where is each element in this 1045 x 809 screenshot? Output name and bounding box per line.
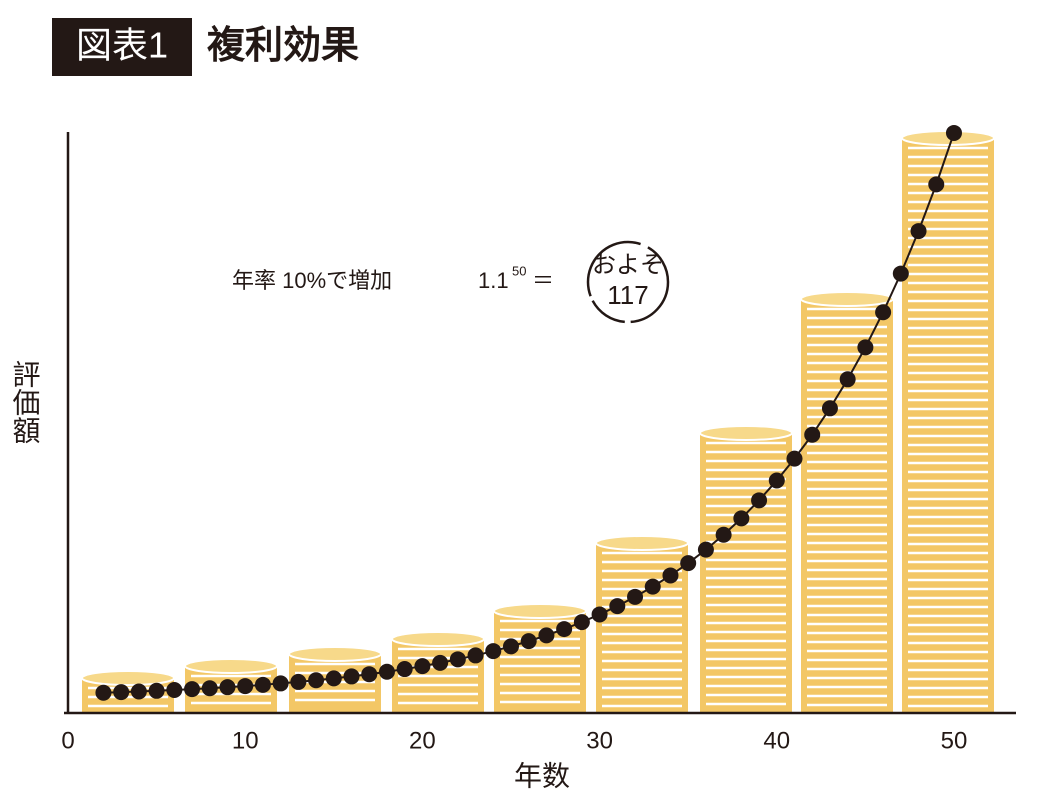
annotation-circle bbox=[586, 240, 670, 324]
coin-top bbox=[391, 631, 485, 647]
data-point bbox=[272, 675, 289, 692]
data-point bbox=[308, 672, 325, 689]
coin-top bbox=[184, 658, 278, 674]
coin-top bbox=[493, 603, 587, 619]
data-point bbox=[254, 676, 271, 693]
data-point bbox=[219, 679, 236, 696]
data-point bbox=[945, 124, 962, 141]
coin-top bbox=[81, 670, 175, 686]
data-point bbox=[432, 654, 449, 671]
coin-stacks bbox=[81, 130, 995, 713]
data-point bbox=[467, 647, 484, 664]
annotation-equals: ＝ bbox=[532, 268, 554, 293]
data-point bbox=[556, 621, 573, 638]
data-point bbox=[485, 643, 502, 660]
data-point bbox=[502, 638, 519, 655]
data-point bbox=[148, 682, 165, 699]
data-point bbox=[396, 661, 413, 678]
data-point bbox=[414, 658, 431, 675]
data-point bbox=[733, 510, 750, 527]
data-point bbox=[910, 223, 927, 240]
title-badge-box bbox=[52, 18, 192, 76]
data-point bbox=[768, 472, 785, 489]
data-point bbox=[928, 176, 945, 193]
coin-top bbox=[699, 425, 793, 441]
data-point bbox=[166, 682, 183, 699]
annotation-result: 117 bbox=[607, 280, 648, 310]
x-tick-label: 40 bbox=[763, 727, 790, 754]
data-point bbox=[130, 683, 147, 700]
data-point bbox=[449, 651, 466, 668]
data-point bbox=[237, 678, 254, 695]
data-point bbox=[343, 668, 360, 685]
chart-title: 複利効果 bbox=[207, 25, 359, 67]
coin-top bbox=[800, 291, 894, 307]
coin-top bbox=[288, 646, 382, 662]
data-point bbox=[857, 339, 874, 356]
x-tick-label: 20 bbox=[409, 727, 436, 754]
data-point bbox=[609, 598, 626, 615]
data-point bbox=[201, 680, 218, 697]
x-tick-label: 50 bbox=[941, 727, 968, 754]
data-point bbox=[680, 555, 697, 572]
data-point bbox=[95, 684, 112, 701]
data-point bbox=[751, 492, 768, 509]
data-point bbox=[361, 666, 378, 683]
data-point bbox=[892, 265, 909, 282]
annotation-base: 1.1 bbox=[478, 268, 509, 293]
y-axis-label: 評価額 bbox=[10, 360, 41, 444]
data-point bbox=[821, 400, 838, 417]
data-point bbox=[786, 450, 803, 467]
data-point bbox=[290, 673, 307, 690]
data-point bbox=[839, 371, 856, 388]
x-axis-label: 年数 bbox=[514, 760, 570, 791]
data-point bbox=[697, 541, 714, 558]
data-point bbox=[804, 426, 821, 443]
data-point bbox=[378, 663, 395, 680]
annotation-approx: およそ bbox=[592, 251, 664, 278]
data-point bbox=[591, 606, 608, 623]
data-point bbox=[113, 684, 130, 701]
data-point bbox=[325, 670, 342, 687]
title-badge: 図表1 bbox=[76, 25, 168, 66]
x-tick-label: 30 bbox=[586, 727, 613, 754]
data-point bbox=[184, 681, 201, 698]
data-point bbox=[644, 578, 661, 595]
data-point bbox=[538, 627, 555, 644]
annotation-text: 年率 10%で増加 bbox=[232, 268, 392, 293]
data-point bbox=[662, 567, 679, 584]
coin-top bbox=[595, 535, 689, 551]
data-point bbox=[520, 633, 537, 650]
data-point bbox=[573, 614, 590, 631]
data-point bbox=[875, 304, 892, 321]
x-tick-label: 10 bbox=[232, 727, 259, 754]
x-tick-label: 0 bbox=[61, 727, 74, 754]
data-point bbox=[627, 588, 644, 605]
data-point bbox=[715, 526, 732, 543]
annotation-exponent: 50 bbox=[512, 263, 526, 278]
